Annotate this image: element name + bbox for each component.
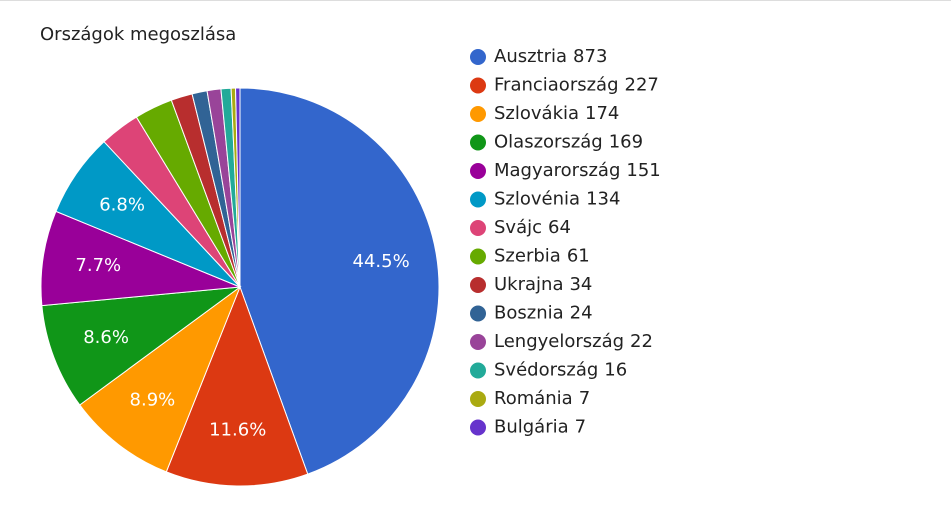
- pie-slice: [235, 87, 241, 288]
- legend-value: 873: [573, 46, 607, 67]
- legend-entry: Ukrajna 34: [494, 274, 592, 295]
- pie-slice: [41, 286, 242, 406]
- slice-label: 6.8%: [99, 195, 145, 216]
- legend-entry: Svédország 16: [494, 360, 627, 381]
- chart-title: Országok megoszlása: [40, 24, 236, 45]
- legend-entry: Lengyelország 22: [494, 331, 653, 352]
- slice-label: 11.6%: [209, 419, 266, 440]
- legend-name: Bosznia: [494, 303, 564, 324]
- pie-slice: [165, 285, 309, 487]
- legend-name: Svájc: [494, 217, 542, 238]
- legend-entry: Szerbia 61: [494, 246, 590, 267]
- legend-name: Lengyelország: [494, 331, 624, 352]
- legend-value: 22: [630, 331, 653, 352]
- legend-marker: [470, 163, 486, 179]
- slice-label: 8.9%: [130, 389, 176, 410]
- legend-name: Svédország: [494, 360, 598, 381]
- legend-marker: [470, 220, 486, 236]
- legend-value: 24: [570, 303, 593, 324]
- legend-value: 227: [625, 75, 659, 96]
- legend-marker: [470, 277, 486, 293]
- legend-name: Olaszország: [494, 132, 603, 153]
- pie-slice: [40, 210, 241, 307]
- legend-entry: Bulgária 7: [494, 417, 586, 438]
- legend-marker: [470, 362, 486, 379]
- legend-name: Ukrajna: [494, 274, 563, 295]
- legend-name: Szlovákia: [494, 103, 579, 124]
- legend-marker: [470, 419, 486, 436]
- legend-entry: Bosznia 24: [494, 303, 593, 324]
- legend-marker: [470, 248, 486, 265]
- pie-slice: [79, 285, 242, 473]
- legend-name: Magyarország: [494, 160, 620, 181]
- legend-marker: [470, 49, 486, 65]
- legend-value: 34: [569, 274, 592, 295]
- legend-marker: [470, 134, 486, 151]
- legend-value: 64: [548, 217, 571, 238]
- legend-entry: Szlovákia 174: [494, 103, 619, 124]
- legend-entry: Ausztria 873: [494, 46, 607, 67]
- slice-label: 44.5%: [353, 251, 410, 272]
- legend-entry: Franciaország 227: [494, 75, 659, 96]
- legend-marker: [470, 106, 486, 122]
- legend-name: Franciaország: [494, 75, 619, 96]
- legend-entry: Svájc 64: [494, 217, 571, 238]
- legend-value: 151: [626, 160, 660, 181]
- slice-label: 7.7%: [75, 255, 121, 276]
- legend-marker: [470, 334, 486, 350]
- legend-marker: [470, 77, 486, 94]
- legend-value: 174: [585, 103, 619, 124]
- pie-slice: [239, 87, 440, 475]
- legend-value: 7: [579, 388, 590, 409]
- legend-name: Bulgária: [494, 417, 569, 438]
- legend-name: Szlovénia: [494, 189, 580, 210]
- legend-value: 61: [567, 246, 590, 267]
- legend-entry: Magyarország 151: [494, 160, 661, 181]
- legend-value: 134: [586, 189, 620, 210]
- legend-entry: Románia 7: [494, 388, 590, 409]
- legend-value: 16: [604, 360, 627, 381]
- legend-entry: Szlovénia 134: [494, 189, 620, 210]
- legend-marker: [470, 191, 486, 208]
- legend-value: 7: [575, 417, 586, 438]
- legend-marker: [470, 305, 486, 322]
- slice-label: 8.6%: [83, 327, 129, 348]
- legend-entry: Olaszország 169: [494, 132, 643, 153]
- legend-name: Románia: [494, 388, 573, 409]
- legend-value: 169: [609, 132, 643, 153]
- legend-marker: [470, 391, 486, 407]
- legend-name: Ausztria: [494, 46, 567, 67]
- legend-name: Szerbia: [494, 246, 561, 267]
